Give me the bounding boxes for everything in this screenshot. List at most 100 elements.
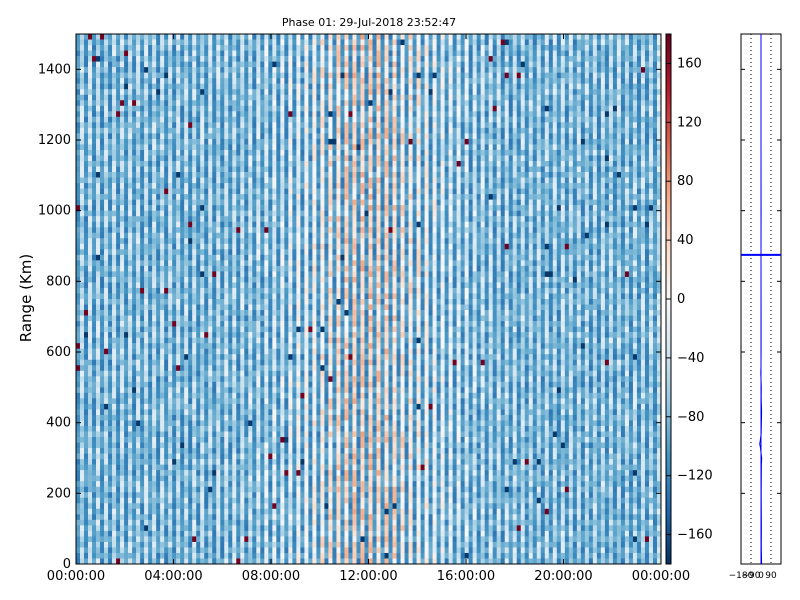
heatmap-cell: [152, 464, 157, 471]
heatmap-cell: [152, 359, 157, 366]
heatmap-cell: [124, 194, 129, 200]
heatmap-cell: [212, 160, 217, 167]
heatmap-cell: [140, 177, 145, 184]
heatmap-cell: [100, 536, 105, 543]
heatmap-cell: [268, 459, 273, 465]
heatmap-cell: [264, 376, 269, 383]
heatmap-cell: [248, 34, 253, 40]
heatmap-cell: [136, 475, 141, 482]
heatmap-cell: [144, 276, 149, 283]
heatmap-cell: [140, 409, 145, 416]
heatmap-cell: [84, 508, 89, 515]
heatmap-cell: [188, 39, 193, 46]
heatmap-cell: [132, 160, 137, 167]
heatmap-cell: [156, 425, 161, 432]
heatmap-cell: [236, 486, 241, 493]
heatmap-cell: [136, 492, 141, 498]
heatmap-cell: [188, 155, 193, 162]
heatmap-cell: [164, 265, 169, 272]
heatmap-cell: [272, 536, 277, 543]
heatmap-cell: [248, 514, 253, 521]
heatmap-cell: [188, 78, 193, 84]
heatmap-cell: [200, 127, 205, 134]
heatmap-cell: [80, 530, 85, 537]
heatmap-cell: [280, 442, 285, 449]
heatmap-cell: [280, 238, 285, 245]
heatmap-cell: [216, 138, 221, 145]
heatmap-cell: [140, 287, 145, 294]
heatmap-cell: [84, 552, 89, 559]
heatmap-cell: [236, 177, 241, 184]
heatmap-cell: [136, 243, 141, 250]
heatmap-cell: [80, 238, 85, 245]
heatmap-cell: [76, 459, 81, 465]
heatmap-cell: [156, 188, 161, 195]
heatmap-cell: [180, 282, 185, 289]
heatmap-cell: [196, 536, 201, 543]
heatmap-cell: [192, 172, 197, 178]
heatmap-cell: [212, 127, 217, 134]
heatmap-cell: [268, 78, 273, 84]
heatmap-cell: [148, 315, 153, 322]
heatmap-cell: [92, 177, 97, 184]
heatmap-cell: [76, 100, 81, 107]
heatmap-cell: [160, 166, 165, 173]
heatmap-cell: [92, 116, 97, 123]
heatmap-cell: [248, 232, 253, 239]
heatmap-cell: [168, 420, 173, 427]
heatmap-cell: [216, 437, 221, 443]
heatmap-cell: [260, 310, 265, 316]
heatmap-cell: [88, 459, 93, 465]
heatmap-cell: [240, 503, 245, 510]
heatmap-cell: [76, 503, 81, 510]
heatmap-cell: [188, 67, 193, 73]
heatmap-cell: [124, 365, 129, 372]
heatmap-cell: [160, 249, 165, 256]
heatmap-cell: [252, 249, 257, 256]
heatmap-cell: [232, 370, 237, 377]
heatmap-cell: [188, 293, 193, 300]
heatmap-cell: [96, 188, 101, 195]
heatmap-cell: [136, 221, 141, 228]
heatmap-cell: [132, 387, 137, 394]
heatmap-cell: [184, 481, 189, 487]
heatmap-cell: [128, 403, 133, 410]
heatmap-cell: [92, 105, 97, 112]
heatmap-cell: [276, 359, 281, 366]
heatmap-cell: [132, 221, 137, 228]
heatmap-cell: [256, 348, 261, 355]
heatmap-cell: [76, 514, 81, 521]
heatmap-cell: [180, 315, 185, 322]
heatmap-cell: [112, 155, 117, 162]
heatmap-cell: [108, 530, 113, 537]
heatmap-cell: [192, 365, 197, 372]
heatmap-cell: [204, 144, 209, 151]
heatmap-cell: [268, 56, 273, 62]
heatmap-cell: [172, 282, 177, 289]
heatmap-cell: [168, 100, 173, 107]
heatmap-cell: [92, 254, 97, 261]
heatmap-cell: [128, 149, 133, 156]
heatmap-cell: [132, 547, 137, 554]
heatmap-cell: [156, 105, 161, 112]
heatmap-cell: [128, 293, 133, 300]
heatmap-cell: [268, 425, 273, 432]
heatmap-cell: [196, 249, 201, 256]
heatmap-cell: [204, 403, 209, 410]
heatmap-cell: [240, 541, 245, 548]
heatmap-cell: [236, 365, 241, 372]
heatmap-cell: [156, 525, 161, 532]
heatmap-cell: [196, 149, 201, 156]
heatmap-cell: [208, 547, 213, 554]
heatmap-cell: [124, 453, 129, 460]
heatmap-cell: [116, 160, 121, 167]
heatmap-cell: [184, 94, 189, 101]
heatmap-cell: [184, 188, 189, 195]
heatmap-cell: [188, 122, 193, 129]
heatmap-cell: [96, 116, 101, 123]
heatmap-cell: [220, 50, 225, 57]
heatmap-cell: [156, 83, 161, 90]
heatmap-cell: [80, 321, 85, 327]
heatmap-cell: [268, 370, 273, 377]
heatmap-cell: [212, 392, 217, 399]
